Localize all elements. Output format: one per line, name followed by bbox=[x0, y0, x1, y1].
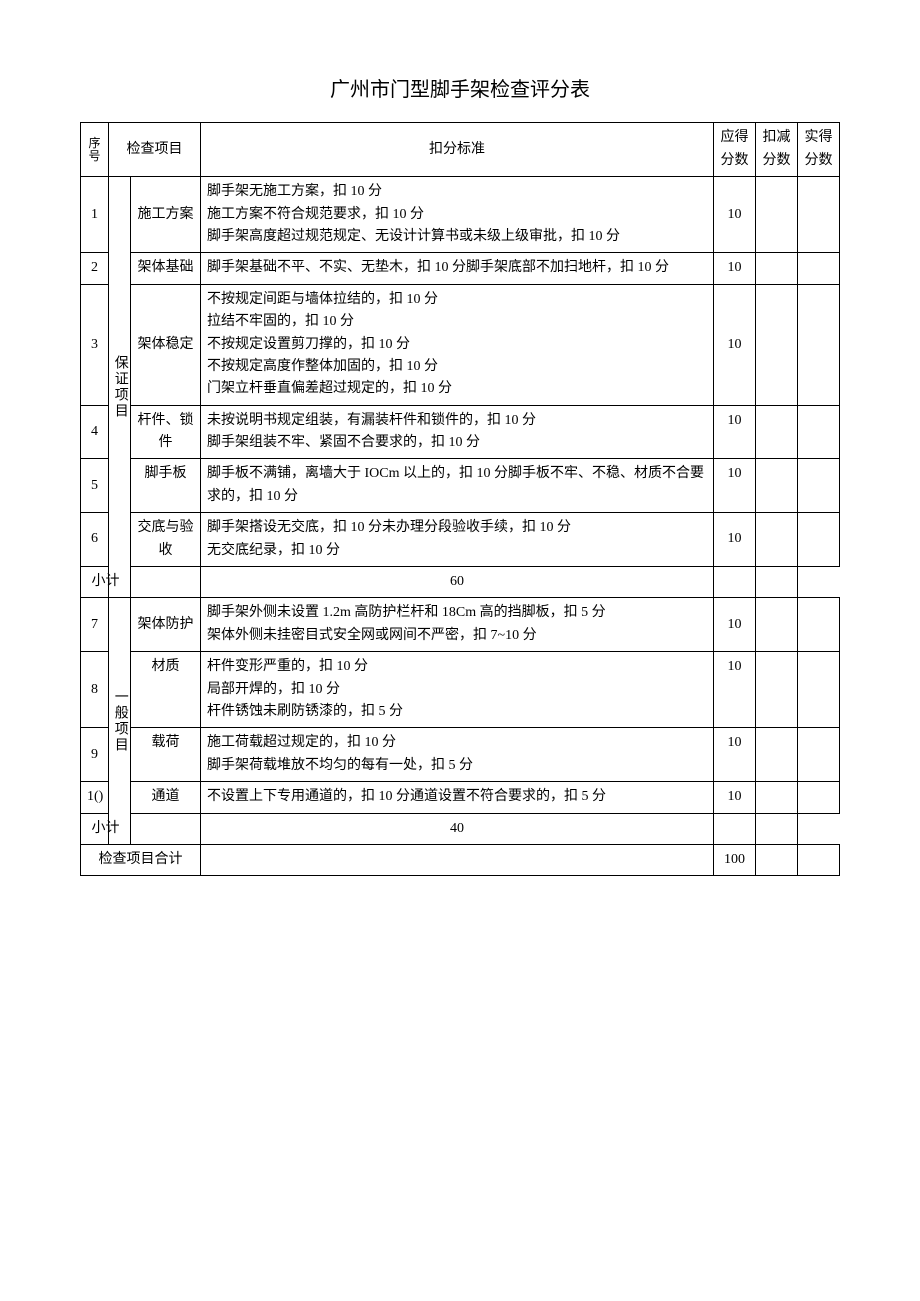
subtotal-row: 小计 40 bbox=[81, 813, 840, 844]
row-criteria: 脚手架基础不平、不实、无垫木，扣 10 分脚手架底部不加扫地杆，扣 10 分 bbox=[201, 253, 714, 284]
table-row: 1 保证项目 施工方案 脚手架无施工方案，扣 10 分 施工方案不符合规范要求，… bbox=[81, 177, 840, 253]
row-seq: 4 bbox=[81, 405, 109, 459]
subtotal-actual bbox=[756, 813, 798, 844]
header-score-actual: 实得分数 bbox=[798, 123, 840, 177]
page-title: 广州市门型脚手架检查评分表 bbox=[80, 73, 840, 102]
header-seq: 序号 bbox=[81, 123, 109, 177]
total-value: 100 bbox=[714, 844, 756, 875]
row-score: 10 bbox=[714, 652, 756, 728]
table-row: 4 杆件、锁件 未按说明书规定组装，有漏装杆件和锁件的，扣 10 分 脚手架组装… bbox=[81, 405, 840, 459]
row-seq: 9 bbox=[81, 728, 109, 782]
row-actual bbox=[798, 177, 840, 253]
row-criteria: 脚手架无施工方案，扣 10 分 施工方案不符合规范要求，扣 10 分 脚手架高度… bbox=[201, 177, 714, 253]
subtotal-score: 60 bbox=[201, 567, 714, 598]
table-row: 8 材质 杆件变形严重的，扣 10 分 局部开焊的，扣 10 分 杆件锈蚀未刷防… bbox=[81, 652, 840, 728]
row-seq: 1 bbox=[81, 177, 109, 253]
row-deduct bbox=[756, 652, 798, 728]
header-criteria: 扣分标准 bbox=[201, 123, 714, 177]
total-row: 检查项目合计 100 bbox=[81, 844, 840, 875]
table-row: 5 脚手板 脚手板不满铺，离墙大于 IOCm 以上的，扣 10 分脚手板不牢、不… bbox=[81, 459, 840, 513]
row-actual bbox=[798, 728, 840, 782]
subtotal-actual bbox=[756, 567, 798, 598]
subtotal-score: 40 bbox=[201, 813, 714, 844]
row-item: 通道 bbox=[131, 782, 201, 813]
row-item: 架体基础 bbox=[131, 253, 201, 284]
row-seq: 3 bbox=[81, 284, 109, 405]
row-criteria: 施工荷载超过规定的，扣 10 分 脚手架荷载堆放不均匀的每有一处，扣 5 分 bbox=[201, 728, 714, 782]
header-score-deduct: 扣减分数 bbox=[756, 123, 798, 177]
subtotal-deduct bbox=[714, 567, 756, 598]
total-empty bbox=[201, 844, 714, 875]
subtotal-label: 小计 bbox=[81, 567, 131, 598]
row-item: 材质 bbox=[131, 652, 201, 728]
row-seq: 5 bbox=[81, 459, 109, 513]
row-seq: 1() bbox=[81, 782, 109, 813]
row-actual bbox=[798, 652, 840, 728]
row-seq: 6 bbox=[81, 513, 109, 567]
row-actual bbox=[798, 253, 840, 284]
row-criteria: 脚手架搭设无交底，扣 10 分未办理分段验收手续，扣 10 分 无交底纪录，扣 … bbox=[201, 513, 714, 567]
row-criteria: 不设置上下专用通道的，扣 10 分通道设置不符合要求的，扣 5 分 bbox=[201, 782, 714, 813]
category-general: 一般项目 bbox=[109, 598, 131, 845]
row-score: 10 bbox=[714, 598, 756, 652]
scoring-table: 序号 检查项目 扣分标准 应得分数 扣减分数 实得分数 1 保证项目 施工方案 … bbox=[80, 122, 840, 876]
row-criteria: 脚手板不满铺，离墙大于 IOCm 以上的，扣 10 分脚手板不牢、不稳、材质不合… bbox=[201, 459, 714, 513]
header-check-item: 检查项目 bbox=[109, 123, 201, 177]
row-deduct bbox=[756, 177, 798, 253]
subtotal-row: 小计 60 bbox=[81, 567, 840, 598]
table-row: 6 交底与验收 脚手架搭设无交底，扣 10 分未办理分段验收手续，扣 10 分 … bbox=[81, 513, 840, 567]
row-item: 施工方案 bbox=[131, 177, 201, 253]
row-item: 架体稳定 bbox=[131, 284, 201, 405]
row-score: 10 bbox=[714, 177, 756, 253]
row-item: 载荷 bbox=[131, 728, 201, 782]
subtotal-empty bbox=[131, 813, 201, 844]
row-actual bbox=[798, 405, 840, 459]
row-criteria: 未按说明书规定组装，有漏装杆件和锁件的，扣 10 分 脚手架组装不牢、紧固不合要… bbox=[201, 405, 714, 459]
row-score: 10 bbox=[714, 253, 756, 284]
header-score-due: 应得分数 bbox=[714, 123, 756, 177]
row-actual bbox=[798, 459, 840, 513]
row-deduct bbox=[756, 405, 798, 459]
row-deduct bbox=[756, 459, 798, 513]
row-item: 交底与验收 bbox=[131, 513, 201, 567]
header-row: 序号 检查项目 扣分标准 应得分数 扣减分数 实得分数 bbox=[81, 123, 840, 177]
row-score: 10 bbox=[714, 405, 756, 459]
row-criteria: 杆件变形严重的，扣 10 分 局部开焊的，扣 10 分 杆件锈蚀未刷防锈漆的，扣… bbox=[201, 652, 714, 728]
total-label: 检查项目合计 bbox=[81, 844, 201, 875]
row-actual bbox=[798, 284, 840, 405]
row-deduct bbox=[756, 782, 798, 813]
row-deduct bbox=[756, 598, 798, 652]
row-seq: 7 bbox=[81, 598, 109, 652]
row-item: 脚手板 bbox=[131, 459, 201, 513]
row-item: 杆件、锁件 bbox=[131, 405, 201, 459]
category-guarantee: 保证项目 bbox=[109, 177, 131, 598]
row-deduct bbox=[756, 284, 798, 405]
total-actual bbox=[798, 844, 840, 875]
row-score: 10 bbox=[714, 459, 756, 513]
row-item: 架体防护 bbox=[131, 598, 201, 652]
row-score: 10 bbox=[714, 782, 756, 813]
row-seq: 8 bbox=[81, 652, 109, 728]
row-score: 10 bbox=[714, 513, 756, 567]
row-deduct bbox=[756, 253, 798, 284]
table-row: 1() 通道 不设置上下专用通道的，扣 10 分通道设置不符合要求的，扣 5 分… bbox=[81, 782, 840, 813]
row-actual bbox=[798, 598, 840, 652]
row-actual bbox=[798, 782, 840, 813]
table-row: 2 架体基础 脚手架基础不平、不实、无垫木，扣 10 分脚手架底部不加扫地杆，扣… bbox=[81, 253, 840, 284]
table-row: 9 载荷 施工荷载超过规定的，扣 10 分 脚手架荷载堆放不均匀的每有一处，扣 … bbox=[81, 728, 840, 782]
row-actual bbox=[798, 513, 840, 567]
total-deduct bbox=[756, 844, 798, 875]
subtotal-deduct bbox=[714, 813, 756, 844]
row-criteria: 脚手架外侧未设置 1.2m 高防护栏杆和 18Cm 高的挡脚板，扣 5 分 架体… bbox=[201, 598, 714, 652]
subtotal-empty bbox=[131, 567, 201, 598]
row-seq: 2 bbox=[81, 253, 109, 284]
row-deduct bbox=[756, 513, 798, 567]
row-score: 10 bbox=[714, 728, 756, 782]
row-deduct bbox=[756, 728, 798, 782]
table-row: 3 架体稳定 不按规定间距与墙体拉结的，扣 10 分 拉结不牢固的，扣 10 分… bbox=[81, 284, 840, 405]
table-row: 7 一般项目 架体防护 脚手架外侧未设置 1.2m 高防护栏杆和 18Cm 高的… bbox=[81, 598, 840, 652]
row-score: 10 bbox=[714, 284, 756, 405]
row-criteria: 不按规定间距与墙体拉结的，扣 10 分 拉结不牢固的，扣 10 分 不按规定设置… bbox=[201, 284, 714, 405]
subtotal-label: 小计 bbox=[81, 813, 131, 844]
